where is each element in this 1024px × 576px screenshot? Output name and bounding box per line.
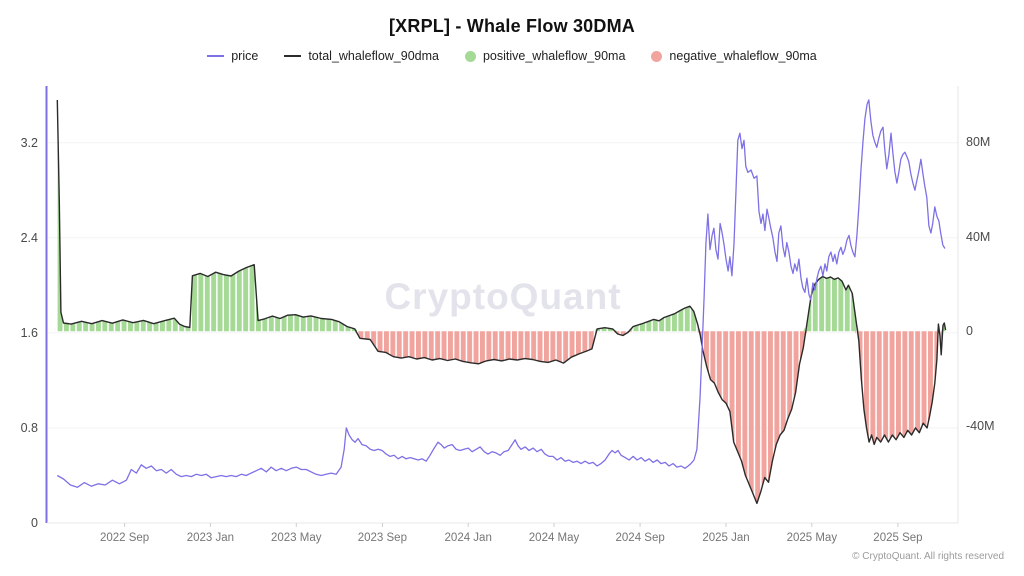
- x-axis-tick-label: 2024 Jan: [444, 532, 492, 544]
- legend-line-marker: [284, 55, 302, 57]
- watermark: CryptoQuant: [384, 276, 622, 317]
- legend-item-positive_whaleflow_90ma[interactable]: positive_whaleflow_90ma: [464, 49, 626, 63]
- x-axis-tick-label: 2022 Sep: [99, 532, 150, 544]
- copyright-text: © CryptoQuant. All rights reserved: [852, 551, 1004, 562]
- positive-whaleflow-area: [57, 100, 946, 332]
- legend-label: price: [231, 49, 259, 63]
- left-axis-tick-label: 3.2: [20, 135, 38, 150]
- legend-item-price[interactable]: price: [207, 49, 258, 63]
- x-axis-tick-label: 2025 Jan: [702, 532, 750, 544]
- x-axis-tick-label: 2024 Sep: [615, 532, 665, 544]
- negative-whaleflow-area: [57, 331, 946, 504]
- right-axis-tick-label: -40M: [966, 418, 995, 433]
- legend-item-negative_whaleflow_90ma[interactable]: negative_whaleflow_90ma: [651, 49, 817, 63]
- right-axis-tick-label: 0: [966, 324, 973, 339]
- x-axis-tick-label: 2025 Sep: [873, 532, 923, 544]
- right-axis-tick-label: 80M: [966, 135, 991, 150]
- legend: price total_whaleflow_90dma positive_whale…: [0, 49, 1024, 63]
- left-axis-tick-label: 0: [31, 516, 38, 530]
- legend-item-total_whaleflow_90dma[interactable]: total_whaleflow_90dma: [284, 49, 439, 63]
- legend-dot-marker: [464, 50, 476, 62]
- left-axis-tick-label: 1.6: [20, 325, 38, 340]
- left-axis-tick-label: 0.8: [20, 420, 38, 435]
- legend-label: positive_whaleflow_90ma: [482, 49, 626, 63]
- left-axis-tick-label: 2.4: [20, 230, 38, 245]
- x-axis-tick-label: 2023 Sep: [357, 532, 407, 544]
- legend-label: negative_whaleflow_90ma: [669, 49, 817, 63]
- legend-line-marker: [207, 55, 225, 57]
- right-axis-tick-label: 40M: [966, 229, 991, 244]
- price-line: [56, 99, 946, 488]
- legend-dot-marker: [651, 50, 663, 62]
- legend-label: total_whaleflow_90dma: [308, 49, 439, 63]
- total-whaleflow-line: [56, 99, 947, 505]
- chart-title: [XRPL] - Whale Flow 30DMA: [388, 16, 635, 36]
- x-axis-tick-label: 2025 May: [786, 532, 838, 544]
- x-axis-tick-label: 2024 May: [528, 532, 580, 544]
- x-axis-tick-label: 2023 Jan: [186, 532, 235, 544]
- x-axis-tick-label: 2023 May: [270, 532, 322, 544]
